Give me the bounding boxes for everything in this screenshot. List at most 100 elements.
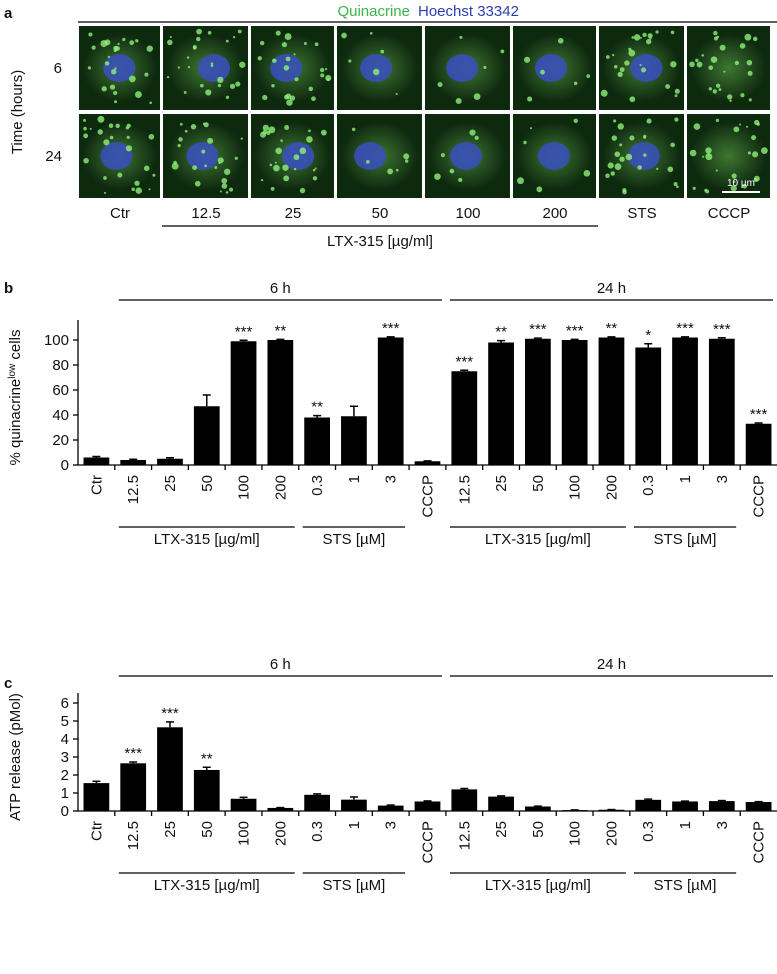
significance: **: [495, 324, 507, 341]
bar: [451, 789, 478, 811]
vesicle: [670, 142, 675, 148]
vesicle: [696, 61, 703, 68]
vesicle: [192, 46, 197, 50]
vesicle: [314, 42, 319, 47]
vesicle: [240, 137, 243, 140]
vesicle: [269, 163, 273, 167]
vesicle: [613, 119, 617, 123]
vesicle: [715, 83, 721, 88]
x-tick-label: CCCP: [751, 821, 768, 864]
vesicle: [458, 177, 463, 182]
vesicle: [746, 59, 753, 66]
vesicle: [434, 173, 441, 180]
bar: [193, 769, 220, 811]
vesicle: [312, 176, 318, 181]
vesicle: [752, 36, 758, 42]
bar: [83, 457, 110, 465]
vesicle: [733, 180, 736, 183]
bar: [708, 338, 735, 465]
vesicle: [612, 53, 615, 57]
y-axis-label-part: % quinacrine: [7, 379, 24, 466]
vesicle: [607, 162, 614, 169]
bar: [304, 794, 331, 811]
vesicle: [324, 67, 328, 71]
vesicle: [202, 122, 206, 126]
vesicle: [184, 129, 188, 133]
vesicle: [619, 143, 623, 147]
bar: [120, 763, 147, 811]
vesicle: [207, 30, 212, 35]
vesicle: [628, 49, 636, 57]
vesicle: [104, 61, 110, 66]
vesicle: [204, 164, 207, 168]
vesicle: [178, 137, 183, 142]
vesicle: [404, 159, 409, 163]
vesicle: [221, 183, 228, 189]
y-axis-label: ATP release (pMol): [7, 693, 24, 821]
x-tick-label: 200: [603, 475, 620, 500]
x-tick-label: 1: [677, 821, 694, 829]
vesicle: [183, 91, 187, 94]
vesicle: [629, 96, 636, 103]
vesicle: [729, 99, 732, 103]
group-label: 24 h: [597, 280, 626, 297]
x-tick-label: Ctr: [88, 821, 105, 841]
vesicle: [695, 58, 699, 63]
vesicle: [708, 65, 714, 71]
vesicle: [573, 81, 578, 86]
vesicle: [744, 33, 752, 41]
bar: [635, 799, 662, 811]
vesicle: [218, 161, 221, 165]
vesicle: [273, 164, 280, 172]
vesicle: [320, 68, 325, 73]
vesicle: [633, 34, 641, 41]
vesicle: [186, 56, 190, 59]
vesicle: [135, 187, 142, 194]
vesicle: [149, 101, 152, 105]
bar: [83, 783, 110, 811]
nucleus: [103, 54, 136, 82]
vesicle: [676, 185, 679, 189]
vesicle: [311, 96, 316, 102]
vesicle: [670, 30, 675, 35]
y-axis-label: Time (hours): [9, 70, 26, 154]
bar: [672, 801, 698, 811]
vesicle: [143, 165, 150, 172]
vesicle: [751, 135, 757, 141]
vesicle: [83, 157, 89, 164]
vesicle: [113, 48, 117, 53]
vesicle: [754, 119, 760, 126]
stain-label: Hoechst 33342: [418, 3, 519, 20]
bar: [414, 461, 441, 465]
x-tick-label: 100: [567, 475, 584, 500]
vesicle: [325, 74, 332, 82]
vesicle: [201, 149, 206, 154]
vesicle: [705, 153, 713, 161]
vesicle: [97, 129, 103, 135]
vesicle: [734, 60, 740, 66]
vesicle: [97, 115, 105, 123]
column-label: 200: [542, 205, 567, 222]
vesicle: [351, 127, 356, 132]
vesicle: [320, 129, 327, 136]
vesicle: [262, 94, 268, 101]
vesicle: [440, 153, 445, 158]
vesicle: [715, 169, 718, 172]
vesicle: [167, 39, 173, 46]
group-label: LTX-315 [µg/ml]: [154, 531, 260, 548]
vesicle: [272, 58, 277, 64]
column-label: 25: [285, 205, 302, 222]
significance: **: [201, 750, 213, 767]
x-tick-label: 100: [236, 475, 253, 500]
bar: [524, 806, 551, 811]
y-axis-label-part: cells: [7, 330, 24, 364]
group-label: 6 h: [270, 656, 291, 673]
significance: ***: [750, 406, 768, 423]
vesicle: [752, 151, 759, 158]
vesicle: [128, 75, 136, 83]
vesicle: [387, 168, 394, 175]
vesicle: [294, 77, 299, 82]
vesicle: [125, 145, 133, 152]
y-tick-label: 6: [61, 695, 69, 712]
